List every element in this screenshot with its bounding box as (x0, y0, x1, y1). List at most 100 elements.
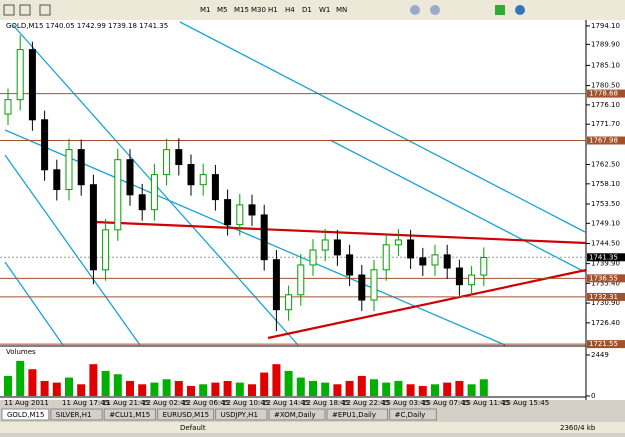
tab[interactable] (1, 408, 50, 421)
price-label: 1744.50 (591, 239, 620, 247)
tab-label: GOLD,M15 (7, 411, 44, 419)
time-label: 15 Aug 07:45 (422, 399, 469, 407)
candle-body (480, 257, 488, 276)
candle-body (89, 184, 97, 271)
candle-body (16, 49, 24, 101)
volume-tick-label: 2449 (591, 351, 609, 359)
toolbar-icons (3, 4, 525, 16)
price-label: 1771.70 (591, 120, 620, 128)
channel-lines (4, 21, 586, 346)
crosshair-icon[interactable] (19, 4, 31, 16)
tab[interactable] (103, 408, 157, 421)
candle-body (431, 254, 439, 266)
timeframe-button[interactable]: W1 (319, 6, 330, 14)
trend-line (267, 268, 587, 340)
volume-bar (40, 380, 49, 396)
candle-body (297, 264, 305, 296)
time-label: 12 Aug 02:45 (142, 399, 189, 407)
timeframe-button[interactable]: MN (336, 6, 347, 14)
volume-bar (16, 360, 25, 396)
tab[interactable] (157, 408, 215, 421)
timeframe-button[interactable]: H1 (268, 6, 278, 14)
candle-body (455, 267, 463, 286)
tab-bar: GOLD,M15 SILVER,H1 #CLU1,M15 EURUSD,M15 USDJ… (1, 408, 437, 421)
candle-body (41, 119, 49, 171)
candle-body (248, 204, 256, 216)
zoom-out-icon[interactable] (430, 5, 440, 15)
timeframe-button[interactable]: M30 (251, 6, 266, 14)
timeframe-button[interactable]: M1 (200, 6, 211, 14)
candle-body (309, 249, 317, 266)
tab-label: #XOM,Daily (274, 411, 316, 419)
time-label: 12 Aug 18:45 (302, 399, 349, 407)
timeframe-button[interactable]: M5 (217, 6, 228, 14)
time-label: 11 Aug 17:45 (62, 399, 109, 407)
time-label: 12 Aug 06:45 (182, 399, 229, 407)
time-label: 11 Aug 2011 (4, 399, 49, 407)
volume-bar (138, 384, 147, 396)
level-label: 1767.98 (589, 136, 618, 144)
timeframe-button[interactable]: D1 (302, 6, 312, 14)
volume-bar (357, 375, 366, 396)
time-label: 12 Aug 22:45 (342, 399, 389, 407)
candle-body (285, 294, 293, 311)
chart-area (0, 20, 625, 400)
volume-bar (260, 372, 269, 396)
status-profile: Default (180, 424, 206, 432)
price-label: 1785.10 (591, 61, 620, 69)
volume-bar (4, 375, 12, 396)
level-label: 1721.55 (589, 340, 618, 348)
time-label: 15 Aug 15:45 (502, 399, 549, 407)
candle-body (370, 269, 378, 301)
timeframe-button[interactable]: H4 (285, 6, 295, 14)
high: 1742.99 (77, 22, 106, 30)
volume-bar (394, 380, 403, 396)
level-tag (587, 292, 625, 301)
tab-label: #CLU1,M15 (109, 411, 150, 419)
tab-label: SILVER,H1 (56, 411, 92, 419)
volume-bar (150, 382, 159, 396)
tab[interactable] (268, 408, 326, 421)
candle-body (114, 159, 122, 231)
zoom-in-icon[interactable] (410, 5, 420, 15)
candle-body (407, 239, 415, 259)
clock-icon[interactable] (515, 5, 525, 15)
tab[interactable] (326, 408, 389, 421)
price-label: 1735.40 (591, 279, 620, 287)
price-label: 1730.90 (591, 299, 620, 307)
tab[interactable] (215, 408, 268, 421)
volume-bar (113, 374, 122, 396)
volume-bar (89, 364, 98, 396)
volume-bar (248, 384, 256, 396)
level-label: 1778.68 (589, 90, 618, 98)
candle-body (4, 99, 12, 115)
status-bar (0, 422, 625, 433)
candle-body (138, 194, 146, 211)
candle-body (272, 259, 280, 311)
trend-line (94, 220, 587, 245)
candle-body (163, 149, 171, 176)
volume-bar (296, 377, 305, 396)
price-label: 1726.40 (591, 319, 620, 327)
volume-bar (333, 384, 342, 396)
candle-body (358, 274, 366, 301)
line-icon[interactable] (39, 4, 51, 16)
price-label: 1758.10 (591, 180, 620, 188)
channel-line (179, 21, 586, 233)
price-label: 1762.50 (591, 161, 620, 169)
cursor-icon[interactable] (3, 4, 15, 16)
volume-bar (101, 370, 110, 396)
timeframe-bar: M1 M5 M15 M30 H1 H4 D1 W1 MN (200, 6, 347, 14)
price-label: 1789.90 (591, 40, 620, 48)
volume-bar (455, 380, 464, 396)
candle-body (419, 257, 427, 266)
volume-label: Volumes (6, 348, 36, 356)
volume-bar (443, 382, 452, 396)
volume-bar (406, 384, 415, 396)
channel-line (4, 261, 64, 346)
expert-icon[interactable] (495, 5, 505, 15)
tab[interactable] (389, 408, 437, 421)
volume-bar (65, 377, 73, 396)
timeframe-button[interactable]: M15 (234, 6, 249, 14)
tab[interactable] (50, 408, 103, 421)
